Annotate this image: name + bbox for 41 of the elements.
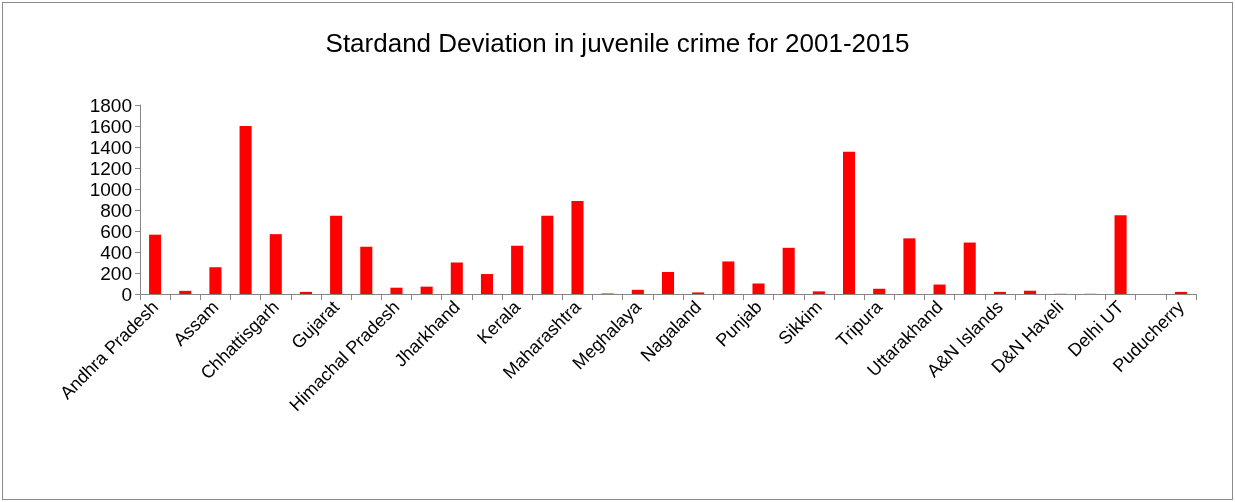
chart-title: Stardand Deviation in juvenile crime for 2001-2015 xyxy=(325,28,910,58)
bar xyxy=(631,289,644,294)
bar xyxy=(209,267,222,294)
bar xyxy=(963,242,976,294)
bar xyxy=(511,245,524,294)
y-tick-label: 1600 xyxy=(89,115,132,137)
y-tick-label: 1200 xyxy=(89,157,132,179)
bar xyxy=(269,234,282,294)
bar xyxy=(360,246,373,294)
y-tick-label: 600 xyxy=(100,220,132,242)
bar xyxy=(752,283,765,294)
bar xyxy=(873,288,886,294)
bar xyxy=(420,286,433,294)
bar xyxy=(842,151,856,294)
bar xyxy=(571,201,584,294)
bar xyxy=(480,274,494,294)
bar xyxy=(933,284,946,294)
y-tick-label: 1000 xyxy=(89,178,132,200)
bar xyxy=(903,238,916,294)
bar xyxy=(179,290,192,294)
bar xyxy=(239,126,252,294)
y-tick-label: 0 xyxy=(121,283,132,305)
bar xyxy=(390,287,403,294)
bar xyxy=(993,291,1006,294)
bar xyxy=(541,215,554,294)
y-tick-label: 400 xyxy=(100,241,132,263)
bar xyxy=(299,291,312,294)
y-tick-label: 1800 xyxy=(89,94,132,116)
bar xyxy=(1114,215,1127,294)
y-tick-label: 800 xyxy=(100,199,132,221)
y-tick-label: 1400 xyxy=(89,136,132,158)
bar xyxy=(661,271,675,294)
y-tick-label: 200 xyxy=(100,262,132,284)
bar xyxy=(812,291,825,294)
bar xyxy=(1024,290,1037,294)
bar xyxy=(1174,291,1187,294)
bar xyxy=(450,262,463,294)
bar xyxy=(330,215,343,294)
bar xyxy=(722,261,735,294)
bar xyxy=(782,247,795,294)
bar xyxy=(149,234,162,294)
